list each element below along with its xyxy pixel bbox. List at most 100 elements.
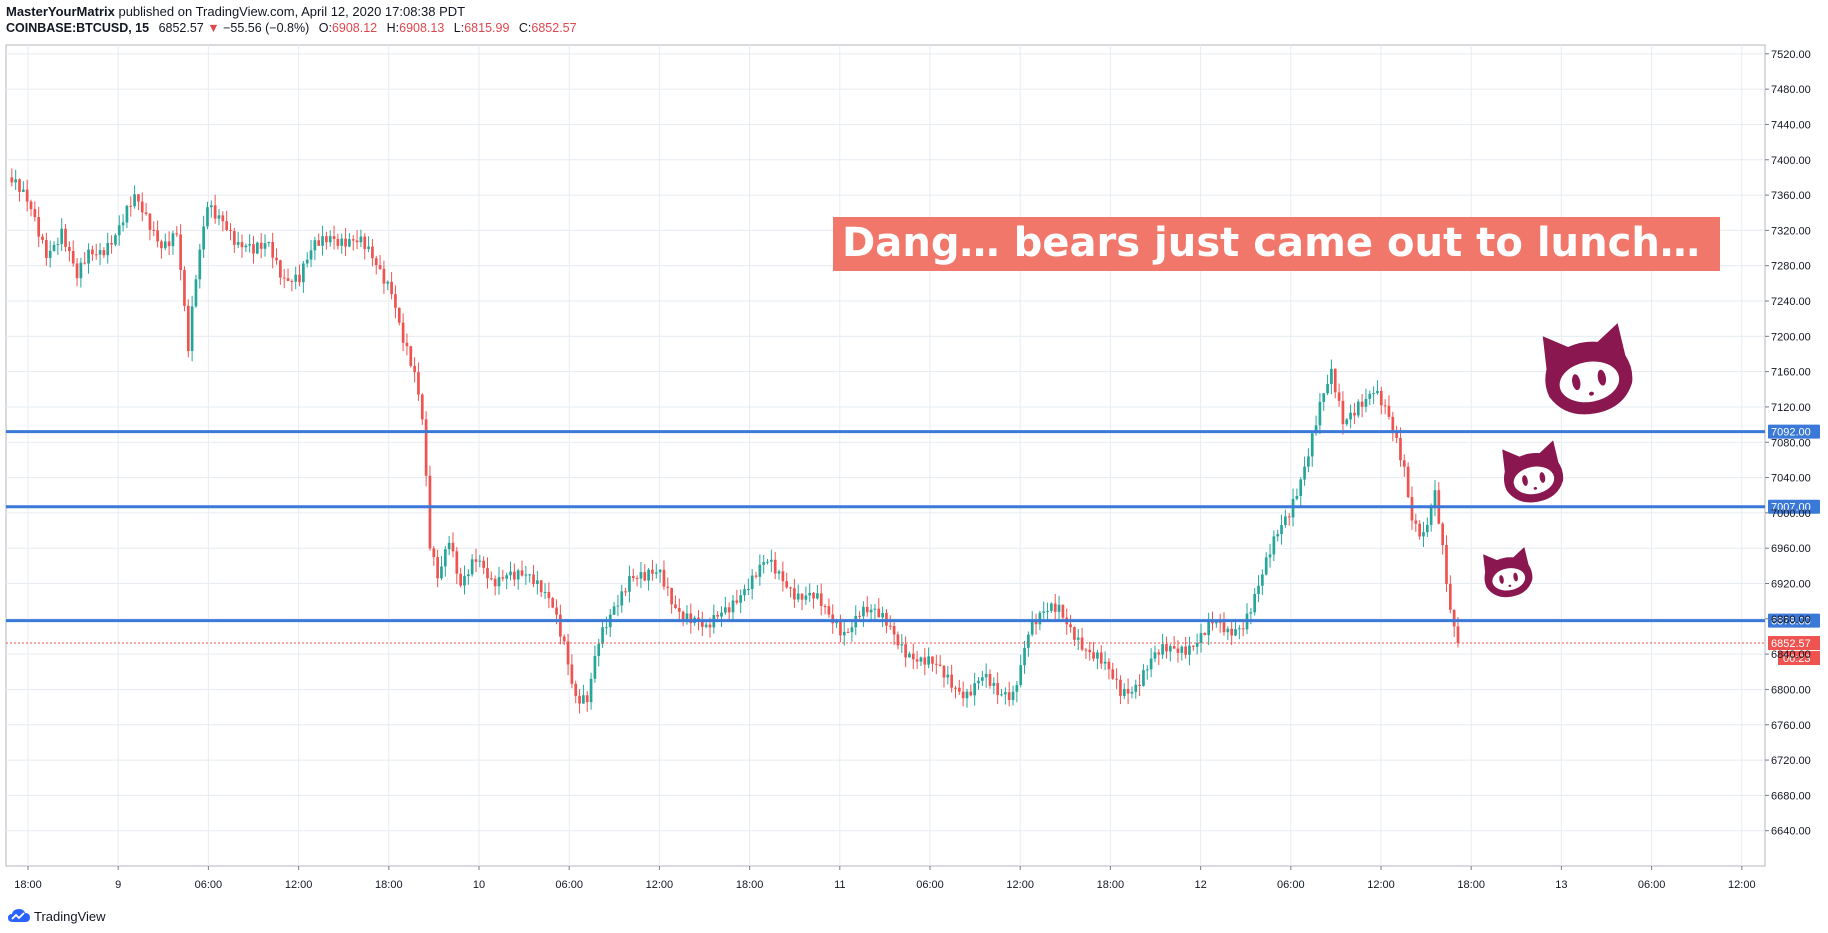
- candle-body: [1299, 479, 1303, 497]
- candle-body: [160, 241, 163, 249]
- candle-body: [858, 615, 861, 617]
- candle-body: [213, 205, 217, 219]
- candle-body: [271, 241, 275, 258]
- candle-body: [305, 259, 309, 264]
- candle-body: [896, 634, 900, 646]
- candle-body: [355, 240, 359, 243]
- candle-body: [804, 595, 808, 600]
- x-tick-label: 18:00: [1457, 879, 1485, 891]
- candle-body: [1395, 430, 1398, 438]
- candle-body: [140, 201, 144, 213]
- candle-body: [428, 475, 432, 549]
- symbol-label[interactable]: COINBASE:BTCUSD, 15: [6, 21, 150, 35]
- candle-body: [528, 574, 532, 576]
- candle-body: [179, 234, 182, 270]
- candle-body: [700, 621, 704, 627]
- candle-body: [1261, 574, 1264, 586]
- level-tag-label: 6878.00: [1771, 616, 1811, 628]
- candle-body: [432, 548, 436, 558]
- candle-body: [1376, 390, 1379, 394]
- candle-body: [582, 695, 585, 704]
- x-tick-label: 11: [834, 879, 845, 891]
- candle-body: [950, 674, 953, 688]
- candle-body: [720, 612, 723, 617]
- candle-body: [1318, 401, 1322, 426]
- candle-body: [267, 241, 271, 244]
- candle-body: [532, 574, 535, 584]
- candle-body: [440, 566, 443, 579]
- candle-body: [1050, 603, 1053, 611]
- candle-body: [831, 614, 835, 624]
- footer-brand[interactable]: TradingView: [8, 906, 106, 926]
- candle-body: [48, 250, 52, 258]
- candle-body: [524, 574, 528, 576]
- candle-body: [977, 680, 980, 684]
- candle-body: [252, 244, 255, 254]
- candle-body: [1030, 621, 1034, 635]
- annotation-text: Dang… bears just came out to lunch…: [842, 220, 1700, 266]
- plot-frame: [5, 44, 1766, 867]
- candle-body: [1433, 490, 1437, 507]
- candle-body: [321, 236, 324, 246]
- candle-body: [980, 677, 984, 681]
- candle-body: [359, 236, 363, 243]
- candle-body: [1053, 603, 1057, 612]
- candle-body: [466, 574, 470, 577]
- candle-body: [1429, 506, 1433, 525]
- candle-body: [559, 614, 562, 637]
- y-tick-label: 7440.00: [1771, 119, 1811, 131]
- candle-body: [225, 221, 228, 231]
- candle-body: [1234, 629, 1237, 636]
- candle-body: [992, 682, 996, 686]
- candle-body: [578, 695, 581, 704]
- octocat-icon: [1542, 323, 1633, 415]
- candle-body: [666, 586, 670, 588]
- candle-body: [731, 600, 735, 613]
- candle-body: [777, 571, 781, 574]
- candle-body: [1410, 497, 1414, 521]
- octocat-icon: [1502, 440, 1564, 503]
- last-price-tag-label: 6852.57: [1771, 638, 1811, 650]
- author-name[interactable]: MasterYourMatrix: [6, 4, 115, 19]
- candle-body: [1226, 628, 1230, 633]
- candle-body: [94, 254, 98, 256]
- candle-body: [367, 246, 370, 249]
- candle-body: [1207, 621, 1211, 636]
- y-tick-label: 7120.00: [1771, 402, 1811, 414]
- candle-body: [167, 241, 171, 247]
- candle-body: [133, 194, 136, 207]
- candle-body: [279, 260, 282, 278]
- candle-body: [1168, 646, 1172, 652]
- candle-body: [827, 606, 831, 615]
- candle-body: [91, 249, 94, 255]
- candle-body: [259, 242, 263, 249]
- candle-body: [662, 569, 666, 587]
- candle-body: [628, 575, 631, 592]
- candle-body: [348, 239, 351, 247]
- candle-body: [1353, 412, 1356, 416]
- candle-body: [873, 608, 877, 610]
- candle-body: [1372, 393, 1375, 395]
- candle-body: [394, 294, 397, 308]
- candle-body: [1303, 466, 1306, 480]
- candle-body: [10, 177, 14, 183]
- candle-body: [217, 215, 221, 219]
- candle-body: [60, 228, 64, 245]
- candle-body: [436, 557, 439, 579]
- candle-body: [183, 269, 186, 306]
- candle-body: [1441, 523, 1444, 546]
- candle-body: [71, 251, 75, 264]
- close-value: 6852.57: [531, 21, 577, 35]
- candle-body: [589, 678, 593, 703]
- candle-body: [1307, 456, 1310, 467]
- candle-body: [639, 572, 643, 579]
- candle-body: [371, 246, 374, 259]
- candle-body: [236, 242, 240, 245]
- candle-body: [79, 262, 83, 279]
- candle-body: [892, 626, 896, 635]
- candle-body: [812, 592, 815, 599]
- candle-body: [1295, 496, 1299, 499]
- candle-body: [294, 274, 298, 282]
- candle-body: [708, 624, 712, 628]
